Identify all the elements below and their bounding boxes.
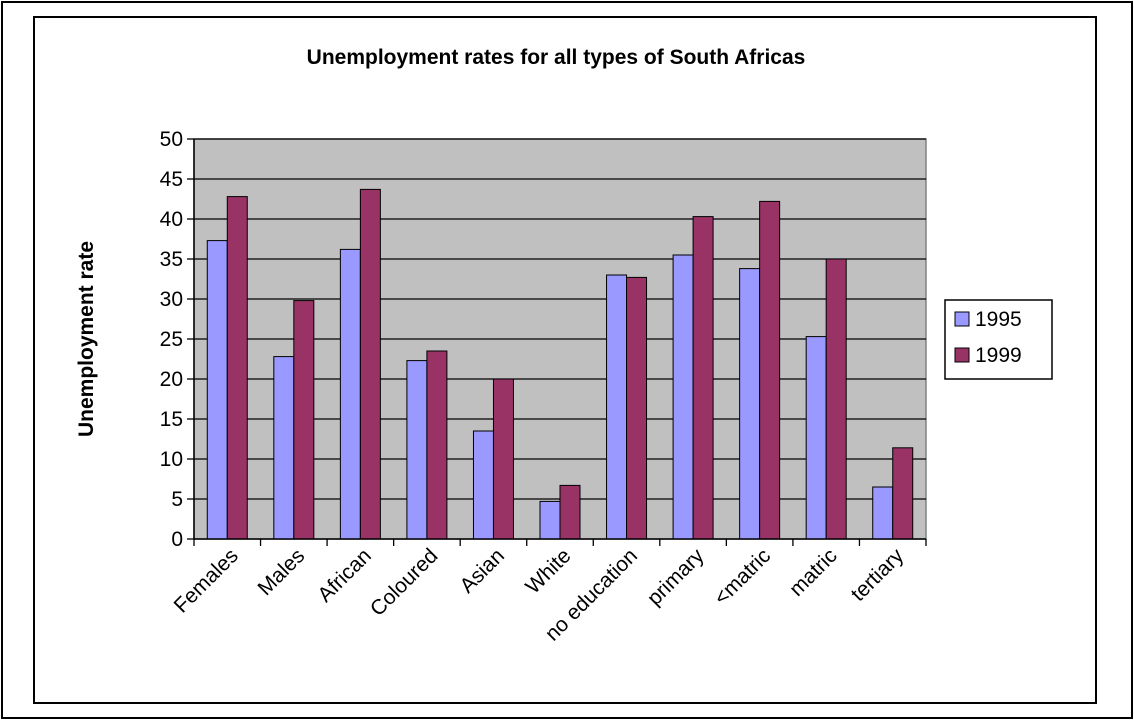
y-tick-label: 40 bbox=[160, 208, 183, 231]
y-tick-label: 15 bbox=[160, 408, 183, 431]
legend-swatch bbox=[954, 311, 970, 327]
bar-1995 bbox=[606, 274, 628, 540]
bar-1999 bbox=[692, 216, 714, 540]
axes bbox=[187, 138, 927, 546]
bar-1995 bbox=[406, 360, 428, 540]
bar-1999 bbox=[492, 378, 514, 540]
y-tick-labels: 0 5 10 15 20 25 30 35 40 45 50 bbox=[160, 128, 183, 551]
bar-1995 bbox=[472, 430, 494, 540]
bar-1999 bbox=[226, 196, 248, 540]
bar-1995 bbox=[739, 268, 761, 540]
legend-label: 1999 bbox=[975, 344, 1022, 367]
y-tick-label: 0 bbox=[171, 528, 183, 551]
y-tick-label: 25 bbox=[160, 328, 183, 351]
bar-1999 bbox=[825, 258, 847, 540]
y-tick-label: 35 bbox=[160, 248, 183, 271]
legend-label: 1995 bbox=[975, 308, 1022, 331]
bar-1999 bbox=[359, 188, 381, 540]
bar-1995 bbox=[672, 254, 694, 540]
bar-1995 bbox=[339, 248, 361, 540]
y-tick-label: 50 bbox=[160, 128, 183, 151]
bars bbox=[206, 188, 914, 540]
bar-1995 bbox=[872, 486, 894, 540]
bar-1999 bbox=[626, 276, 648, 540]
bar-1999 bbox=[559, 484, 581, 540]
bar-1999 bbox=[293, 300, 315, 540]
bar-1999 bbox=[892, 447, 914, 540]
bar-1995 bbox=[206, 240, 228, 540]
y-axis-label: Unemployment rate bbox=[75, 241, 98, 437]
bar-1999 bbox=[759, 200, 781, 540]
chart-title: Unemployment rates for all types of Sout… bbox=[307, 46, 806, 69]
y-tick-label: 10 bbox=[160, 448, 183, 471]
bar-1995 bbox=[805, 336, 827, 540]
bar-1995 bbox=[273, 356, 295, 540]
legend-swatch bbox=[954, 347, 970, 363]
y-tick-label: 20 bbox=[160, 368, 183, 391]
bar-1995 bbox=[539, 500, 561, 540]
bar-1999 bbox=[426, 350, 448, 540]
legend: 1995 1999 bbox=[944, 299, 1053, 380]
y-tick-label: 30 bbox=[160, 288, 183, 311]
y-tick-label: 45 bbox=[160, 168, 183, 191]
y-tick-label: 5 bbox=[171, 488, 183, 511]
